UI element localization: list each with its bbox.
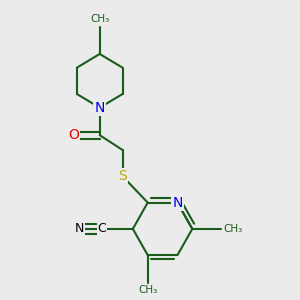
Text: C: C [98, 222, 106, 236]
Text: CH₃: CH₃ [138, 285, 157, 295]
Text: N: N [94, 101, 105, 115]
Text: O: O [68, 128, 79, 142]
Text: N: N [74, 222, 84, 236]
Text: CH₃: CH₃ [90, 14, 109, 24]
Text: CH₃: CH₃ [223, 224, 242, 234]
Text: S: S [118, 169, 127, 183]
Text: N: N [172, 196, 183, 210]
